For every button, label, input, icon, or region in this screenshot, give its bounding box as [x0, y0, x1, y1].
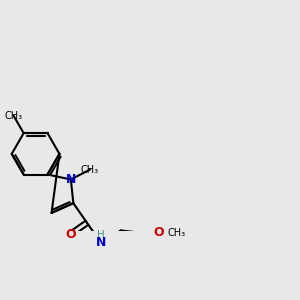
- Text: CH₃: CH₃: [4, 111, 23, 121]
- Text: CH₃: CH₃: [168, 228, 186, 238]
- Text: N: N: [95, 236, 106, 249]
- Text: H: H: [97, 230, 104, 240]
- Text: CH₃: CH₃: [81, 165, 99, 175]
- Text: N: N: [66, 173, 76, 186]
- Text: O: O: [65, 228, 76, 241]
- Text: O: O: [154, 226, 164, 239]
